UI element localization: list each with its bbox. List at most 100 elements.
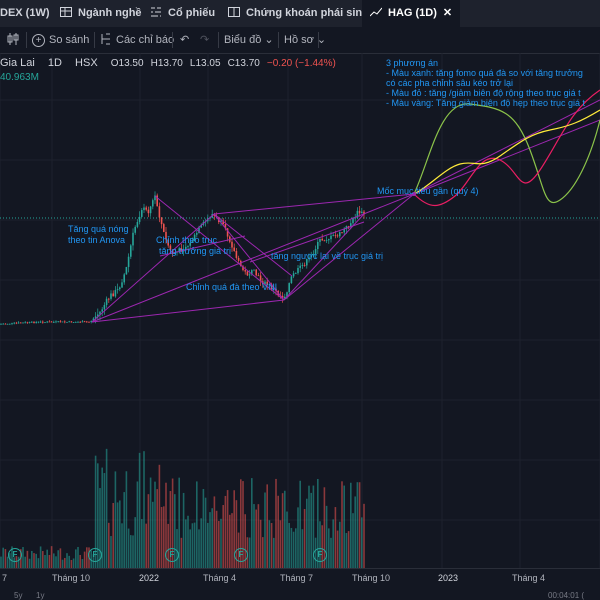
event-badge[interactable]: F <box>165 548 179 562</box>
axis-tick: Tháng 7 <box>280 573 314 583</box>
event-badge[interactable]: F <box>88 548 102 562</box>
volume-bar <box>61 559 64 568</box>
tab-hag[interactable]: HAG (1D) ✕ <box>362 0 461 27</box>
undo-icon[interactable]: ↶ <box>180 34 190 46</box>
candle-body <box>66 321 68 323</box>
volume-bar <box>259 519 262 568</box>
tab-chung-khoan-phai-sinh[interactable]: Chứng khoán phái sinh <box>228 0 369 27</box>
high-value: H13.70 <box>150 58 183 69</box>
scenario-line: 3 phương án <box>386 58 438 68</box>
candle-body <box>75 321 77 323</box>
tab-bar: DEX (1W) Ngành nghề Cổ phiếu Chứng khoán… <box>0 0 600 28</box>
volume-bar <box>312 485 315 568</box>
volume-bar <box>266 484 268 568</box>
volume-bar <box>281 493 284 568</box>
candle-body <box>178 248 180 252</box>
volume-bar <box>160 506 163 568</box>
volume-bar <box>273 537 275 568</box>
volume-bar <box>46 549 48 568</box>
candle-body <box>255 269 257 276</box>
volume-bar <box>264 492 266 568</box>
volume-bar <box>308 485 310 568</box>
volume-bar <box>28 558 31 568</box>
event-badge[interactable]: F <box>8 548 22 562</box>
candle-body <box>132 232 134 246</box>
volume-bar <box>209 512 211 568</box>
volume-bar <box>248 537 251 568</box>
tab-co-phieu[interactable]: Cổ phiếu <box>150 0 215 27</box>
volume-bar <box>6 556 9 568</box>
axis-tick: Tháng 4 <box>512 573 546 583</box>
candle-body <box>97 314 99 317</box>
candle-body <box>319 238 321 242</box>
candle-body <box>286 292 288 297</box>
volume-bar <box>59 548 62 568</box>
candle-body <box>332 235 334 237</box>
candle-style-icon[interactable] <box>6 27 20 53</box>
volume-bar <box>33 553 35 568</box>
volume-value: 40.963M <box>0 72 39 83</box>
candle-body <box>0 323 2 325</box>
volume-bar <box>103 473 106 568</box>
candle-body <box>314 249 317 254</box>
volume-bar <box>147 494 150 568</box>
time-axis[interactable]: 7 Tháng 10 2022 Tháng 4 Tháng 7 Tháng 10… <box>0 568 600 589</box>
candle-body <box>189 242 191 246</box>
volume-bar <box>127 528 130 568</box>
close-icon[interactable]: ✕ <box>442 7 453 19</box>
indicators-button[interactable]: Các chỉ báo <box>100 27 174 53</box>
profile-button[interactable]: Hồ sơ ⌄ <box>284 27 326 53</box>
volume-bar <box>319 521 321 568</box>
volume-bar <box>363 503 365 568</box>
trend-line <box>91 299 285 323</box>
candle-body <box>114 290 117 297</box>
axis-tick: 2023 <box>438 573 459 583</box>
candle-body <box>55 321 57 323</box>
volume-bar <box>42 551 44 568</box>
candle-body <box>116 289 119 291</box>
volume-bar <box>116 502 119 568</box>
volume-bar <box>143 451 145 568</box>
volume-bar <box>198 529 200 568</box>
volume-bar <box>295 528 297 568</box>
low-value: L13.05 <box>189 58 221 69</box>
candle-body <box>237 257 240 261</box>
tab-label: Cổ phiếu <box>168 7 216 19</box>
event-badge[interactable]: F <box>234 548 248 562</box>
candle-body <box>198 227 200 234</box>
annotation-text: Chỉnh quá đà theo VNI <box>186 282 278 292</box>
volume-bar <box>334 507 337 568</box>
candle-body <box>244 270 246 272</box>
event-badge[interactable]: F <box>313 548 327 562</box>
tab-label: DEX (1W) <box>0 7 50 19</box>
volume-bar <box>213 496 216 568</box>
tab-nganh-nghe[interactable]: Ngành nghề <box>60 0 142 27</box>
compare-button[interactable]: + So sánh <box>32 27 89 53</box>
price-chart[interactable] <box>0 53 600 600</box>
volume-bar <box>328 528 330 568</box>
volume-bar <box>196 481 198 568</box>
candle-body <box>6 323 9 325</box>
volume-bar <box>330 537 332 568</box>
divider <box>218 32 219 48</box>
redo-icon[interactable]: ↷ <box>200 34 210 46</box>
symbol-exchange: HSX <box>75 57 98 69</box>
trend-line <box>283 193 415 301</box>
candle-body <box>94 316 97 319</box>
tab-dex[interactable]: DEX (1W) <box>0 0 52 27</box>
volume-bar <box>185 519 187 568</box>
candle-body <box>2 323 4 325</box>
volume-bar <box>233 490 235 568</box>
divider <box>318 32 319 48</box>
candle-body <box>248 274 251 276</box>
range-5y-button[interactable]: 5y <box>14 591 23 600</box>
candle-body <box>317 241 319 250</box>
trend-line <box>413 119 600 195</box>
chart-type-button[interactable]: Biểu đồ ⌄ <box>224 27 274 53</box>
candle-body <box>138 216 141 223</box>
candle-body <box>90 321 92 323</box>
volume-bar <box>39 546 42 568</box>
volume-bar <box>110 536 112 568</box>
candle-body <box>88 321 90 323</box>
range-1y-button[interactable]: 1y <box>36 591 45 600</box>
